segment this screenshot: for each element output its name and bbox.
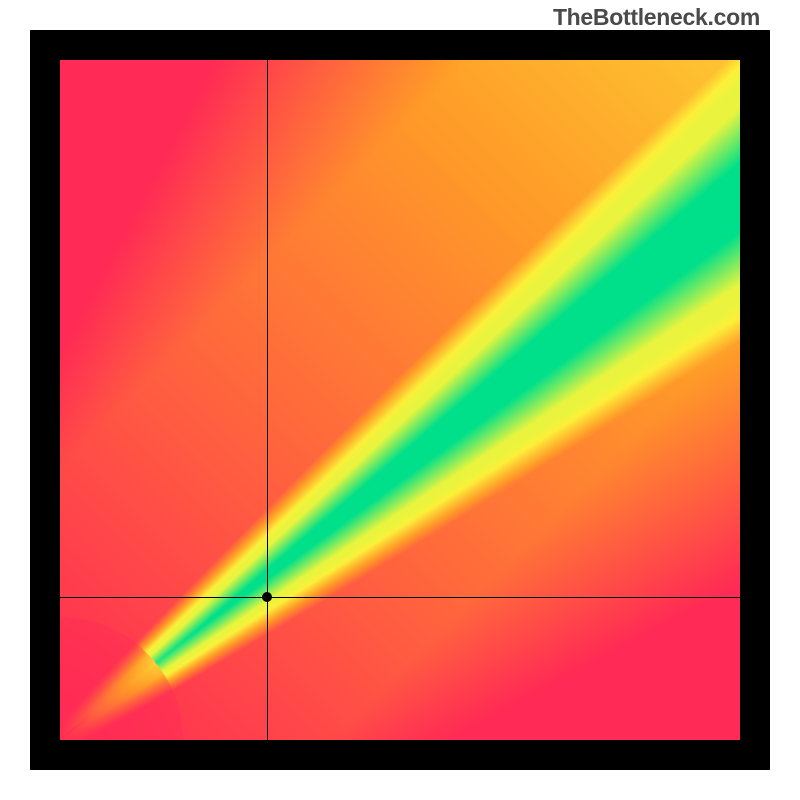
crosshair-horizontal — [60, 597, 740, 598]
crosshair-vertical — [267, 60, 268, 740]
heatmap-plot-area — [60, 60, 740, 740]
chart-container: TheBottleneck.com — [0, 0, 800, 800]
heatmap-canvas — [60, 60, 740, 740]
marker-dot — [262, 592, 272, 602]
watermark-text: TheBottleneck.com — [553, 4, 760, 31]
